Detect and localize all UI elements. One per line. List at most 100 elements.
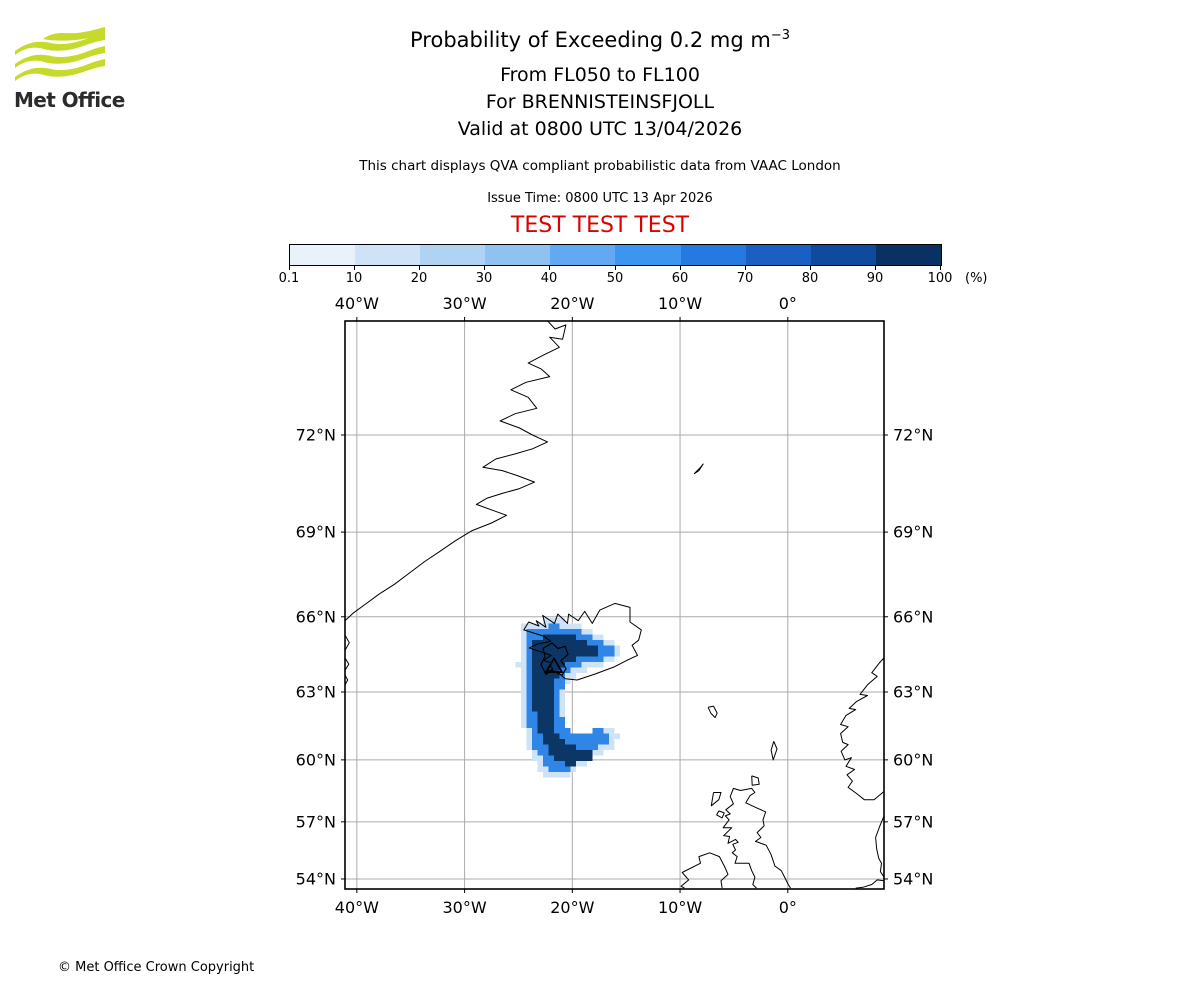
probability-cell — [581, 667, 587, 673]
probability-cell — [603, 733, 609, 739]
probability-cell — [554, 750, 560, 756]
probability-cell — [526, 700, 532, 706]
probability-cell — [609, 739, 615, 745]
probability-cell — [526, 662, 532, 668]
probability-cell — [554, 689, 560, 695]
probability-cell — [598, 733, 604, 739]
probability-cell — [576, 761, 582, 767]
probability-cell — [614, 651, 620, 657]
probability-cell — [559, 717, 565, 723]
probability-cell — [543, 722, 549, 728]
probability-cell — [548, 673, 554, 679]
probability-cell — [554, 673, 560, 679]
probability-cell — [537, 717, 543, 723]
probability-cell — [570, 750, 576, 756]
probability-cell — [532, 755, 538, 761]
probability-cell — [581, 755, 587, 761]
probability-colorbar-legend: 0.1 10 20 30 40 50 60 70 80 90 100 (%) — [279, 244, 1009, 294]
lat-tick-label-right: 69°N — [893, 523, 933, 542]
lat-tick-label-left: 72°N — [296, 425, 336, 444]
lat-tick-label-left: 57°N — [296, 812, 336, 831]
probability-cell — [554, 744, 560, 750]
probability-cell — [570, 645, 576, 651]
probability-cell — [565, 673, 571, 679]
probability-cell — [554, 755, 560, 761]
probability-cell — [614, 733, 620, 739]
probability-cell — [598, 728, 604, 734]
probability-cell — [559, 706, 565, 712]
lat-tick-label-right: 66°N — [893, 607, 933, 626]
probability-cell — [532, 662, 538, 668]
volcano-marker-icon — [544, 656, 564, 673]
probability-cell — [603, 739, 609, 745]
probability-cell — [603, 728, 609, 734]
probability-cell — [559, 678, 565, 684]
coastline-path — [722, 787, 791, 889]
probability-cell — [537, 728, 543, 734]
probability-cell — [526, 640, 532, 646]
page-title-text: Probability of Exceeding 0.2 mg m — [410, 28, 771, 52]
probability-cell — [543, 766, 549, 772]
probability-cell — [521, 700, 527, 706]
page-title-exponent: −3 — [770, 28, 790, 43]
probability-cell — [537, 711, 543, 717]
lat-tick-label-right: 72°N — [893, 425, 933, 444]
probability-cell — [543, 733, 549, 739]
probability-cell — [532, 700, 538, 706]
probability-cell — [592, 651, 598, 657]
probability-cell — [559, 684, 565, 690]
colorbar-tick-label: 60 — [671, 271, 689, 286]
lat-tick-label-right: 57°N — [893, 812, 933, 831]
probability-cell — [526, 678, 532, 684]
colorbar-tick — [875, 266, 876, 270]
subtitle-volcano: For BRENNISTEINSFJOLL — [485, 91, 715, 113]
probability-cell — [521, 623, 527, 629]
logo-wave — [15, 46, 105, 68]
probability-cell — [526, 651, 532, 657]
probability-cell — [570, 629, 576, 635]
source-ash-contour — [540, 642, 569, 677]
coastline-path — [707, 705, 718, 719]
qva-info-line: This chart displays QVA compliant probab… — [359, 158, 841, 174]
probability-cell — [576, 750, 582, 756]
probability-cell — [592, 744, 598, 750]
probability-cell — [570, 673, 576, 679]
probability-cell — [554, 667, 560, 673]
probability-cell — [570, 662, 576, 668]
probability-cell — [554, 772, 560, 778]
probability-cell — [526, 706, 532, 712]
lon-tick-label-bottom: 0° — [779, 898, 797, 917]
probability-cell — [532, 706, 538, 712]
probability-cell — [603, 640, 609, 646]
probability-cell — [570, 640, 576, 646]
colorbar-tick — [289, 266, 290, 270]
probability-cell — [576, 755, 582, 761]
probability-cell — [532, 684, 538, 690]
probability-cell — [526, 695, 532, 701]
probability-cell — [565, 772, 571, 778]
probability-cell — [559, 651, 565, 657]
probability-cell — [537, 750, 543, 756]
probability-cell — [543, 662, 549, 668]
probability-cell — [598, 634, 604, 640]
probability-cell — [598, 645, 604, 651]
probability-cell — [543, 739, 549, 745]
probability-cell — [532, 645, 538, 651]
probability-cell — [532, 678, 538, 684]
probability-cell — [609, 651, 615, 657]
probability-cell — [576, 629, 582, 635]
probability-cell — [543, 689, 549, 695]
probability-cell — [565, 755, 571, 761]
probability-cell — [565, 656, 571, 662]
probability-cell — [537, 623, 543, 629]
probability-cell — [614, 645, 620, 651]
probability-cell — [521, 706, 527, 712]
probability-cell — [609, 744, 615, 750]
probability-cell — [526, 623, 532, 629]
probability-cell — [548, 651, 554, 657]
probability-cell — [548, 739, 554, 745]
probability-cell — [543, 750, 549, 756]
probability-cell — [532, 711, 538, 717]
probability-cell — [559, 667, 565, 673]
